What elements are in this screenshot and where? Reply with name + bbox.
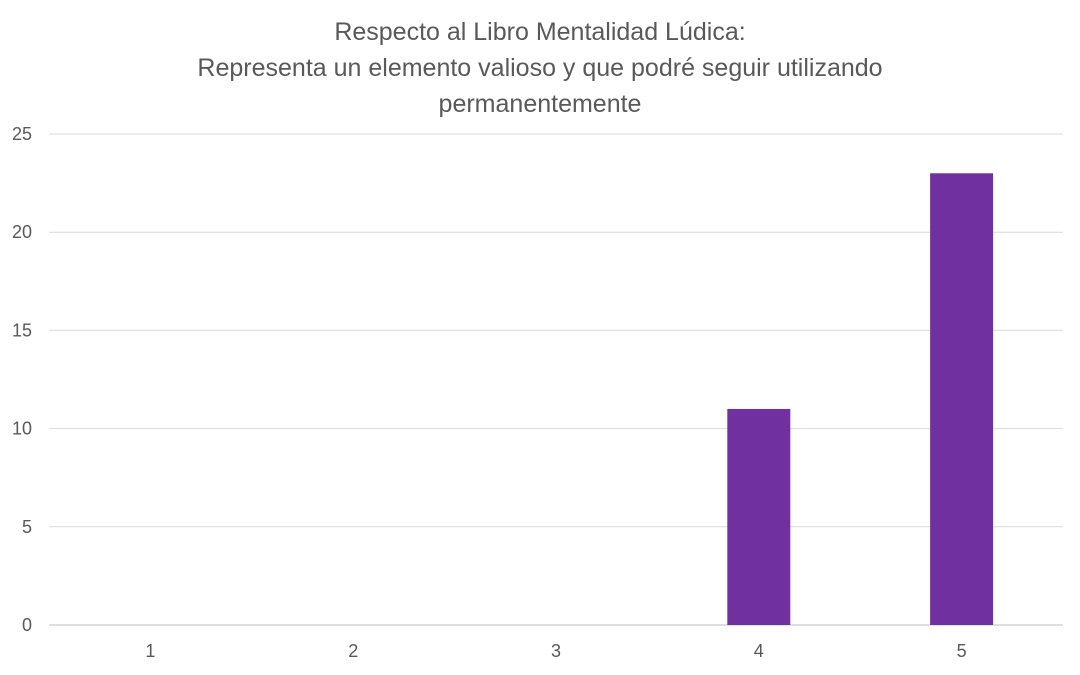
- chart-title-line-2: Representa un elemento valioso y que pod…: [197, 54, 883, 82]
- x-tick-label: 2: [348, 641, 358, 661]
- bar: [727, 408, 791, 625]
- x-tick-label: 5: [957, 641, 967, 661]
- y-tick-label: 25: [12, 124, 32, 144]
- x-tick-label: 4: [754, 641, 764, 661]
- y-tick-label: 5: [22, 517, 32, 537]
- x-tick-label: 1: [145, 641, 155, 661]
- y-tick-label: 15: [12, 320, 32, 340]
- y-tick-label: 10: [12, 419, 32, 439]
- chart-title-line-1: Respecto al Libro Mentalidad Lúdica:: [334, 18, 746, 46]
- chart-title-line-3: permanentemente: [438, 90, 642, 118]
- chart-title: Respecto al Libro Mentalidad Lúdica: Rep…: [0, 14, 1080, 122]
- bar: [930, 173, 994, 625]
- x-tick-label: 3: [551, 641, 561, 661]
- y-tick-label: 0: [22, 615, 32, 635]
- y-tick-label: 20: [12, 222, 32, 242]
